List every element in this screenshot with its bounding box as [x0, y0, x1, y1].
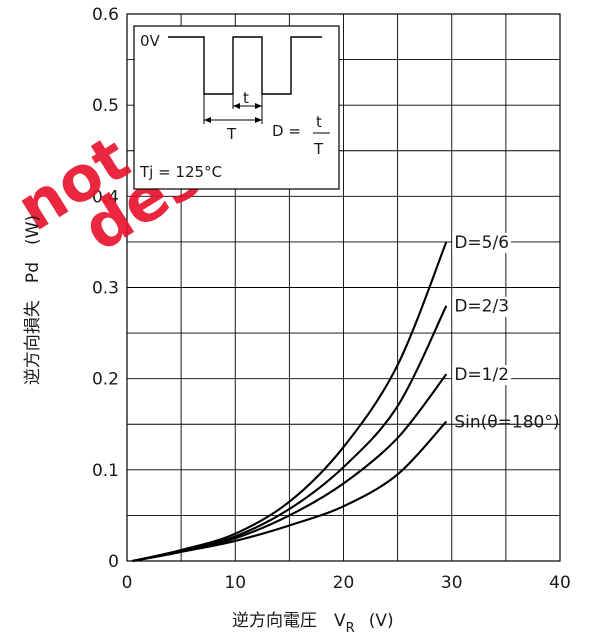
arrow-head: [204, 117, 211, 123]
condition-label: Tj = 125°C: [139, 163, 222, 181]
y-tick-label: 0.3: [92, 279, 119, 299]
inset-diagram: 0V t T D = t T Tj = 125°C: [133, 25, 340, 190]
arrow-head: [255, 117, 262, 123]
y-tick-label: 0.5: [92, 96, 119, 116]
formula-denominator: T: [313, 140, 324, 158]
t-label: t: [243, 89, 249, 107]
formula-lhs: D =: [272, 122, 301, 140]
T-label: T: [226, 125, 237, 143]
series-label: D=5/6: [454, 233, 509, 253]
series-label: D=1/2: [454, 365, 509, 385]
y-axis-title: 逆方向損失 Pd (W): [23, 215, 43, 385]
x-axis-title: 逆方向電圧 VR (V): [232, 611, 394, 636]
y-tick-label: 0.4: [92, 187, 119, 207]
series-line: [132, 420, 448, 563]
grid: [127, 13, 561, 561]
label-background: [452, 365, 512, 386]
label-background: [452, 296, 512, 317]
x-tick-label: 30: [441, 573, 463, 593]
label-background: [452, 232, 512, 253]
y-tick-label: 0.1: [92, 461, 119, 481]
x-tick-label: 0: [122, 573, 133, 593]
arrow-head: [233, 103, 240, 109]
y-tick-label: 0.6: [92, 5, 119, 25]
formula-numerator: t: [316, 113, 322, 131]
y-tick-label: 0: [108, 552, 119, 572]
y-tick-label: 0.2: [92, 370, 119, 390]
x-axis-title-unit: (V): [369, 611, 394, 631]
tick-labels: 0 10 20 30 40 0 0.1 0.2 0.3 0.4 0.5 0.6: [92, 5, 571, 593]
series-labels: D=5/6 D=2/3 D=1/2 Sin(θ=180°): [452, 232, 559, 433]
series-label: Sin(θ=180°): [454, 413, 559, 433]
x-tick-label: 40: [549, 573, 571, 593]
curves: [132, 241, 448, 563]
x-axis-title-main: 逆方向電圧 V: [232, 611, 346, 631]
x-tick-label: 10: [224, 573, 246, 593]
series-label: D=2/3: [454, 297, 509, 317]
plot-frame: [126, 13, 561, 562]
x-axis-title-sub: R: [346, 621, 355, 636]
arrow-head: [255, 103, 262, 109]
x-tick-label: 20: [333, 573, 355, 593]
pulse-waveform: [168, 36, 322, 95]
inset-zero-label: 0V: [140, 32, 161, 50]
